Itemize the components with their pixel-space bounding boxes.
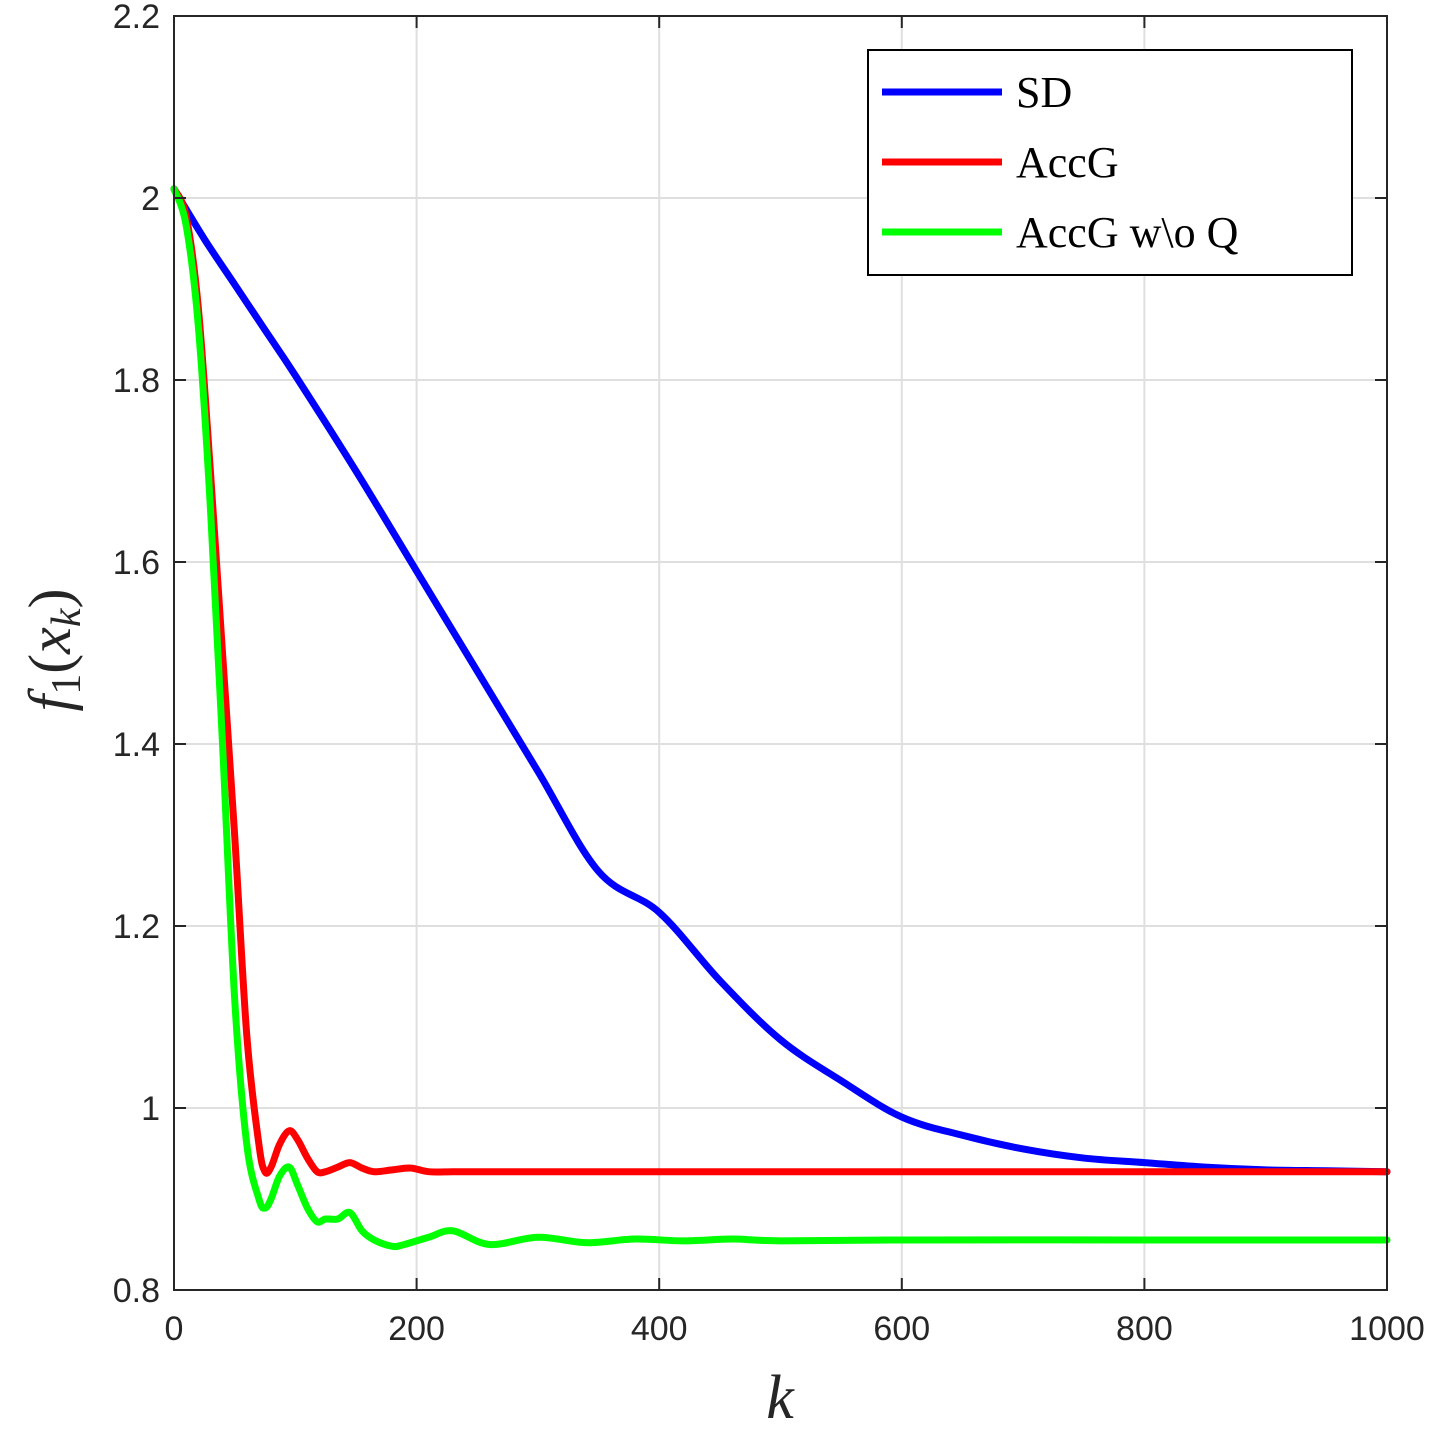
series-line-1 <box>170 185 1391 1177</box>
y-axis-label-close: ) <box>17 589 83 609</box>
x-axis-label: k <box>766 1364 795 1431</box>
x-tick-label: 1000 <box>1349 1310 1425 1348</box>
plot-frame <box>173 15 1388 1291</box>
x-tick-label: 0 <box>165 1310 184 1348</box>
y-tick-label: 1 <box>141 1090 160 1128</box>
y-tick-label: 0.8 <box>113 1272 160 1310</box>
y-axis-label-sub1: 1 <box>44 674 90 695</box>
ticks: 0 200 400 600 800 1000 0.8 1 1.2 1.4 1.6 1.8 2 2.2 <box>113 0 1425 1348</box>
legend-label: AccG w\o Q <box>1016 208 1239 257</box>
series-line-0 <box>170 185 1391 1176</box>
y-axis-label-x: x <box>17 627 83 655</box>
y-tick-label: 1.2 <box>113 908 160 946</box>
y-tick-label: 2 <box>141 180 160 218</box>
legend: SD AccG AccG w\o Q <box>867 49 1353 276</box>
x-tick-label: 200 <box>388 1310 445 1348</box>
legend-label: AccG <box>1016 138 1119 187</box>
x-tick-label: 600 <box>873 1310 930 1348</box>
x-tick-label: 400 <box>631 1310 688 1348</box>
series-lines <box>170 185 1391 1251</box>
x-tick-label: 800 <box>1116 1310 1173 1348</box>
y-tick-label: 1.8 <box>113 362 160 400</box>
y-axis-label-subk: k <box>44 607 90 627</box>
series-line-2 <box>170 185 1391 1251</box>
legend-label: SD <box>1016 68 1072 117</box>
y-axis-label: f1(xk) <box>17 589 90 712</box>
y-tick-label: 1.4 <box>113 726 160 764</box>
y-tick-label: 2.2 <box>113 0 160 36</box>
y-axis-label-open: ( <box>17 654 83 674</box>
y-tick-label: 1.6 <box>113 544 160 582</box>
